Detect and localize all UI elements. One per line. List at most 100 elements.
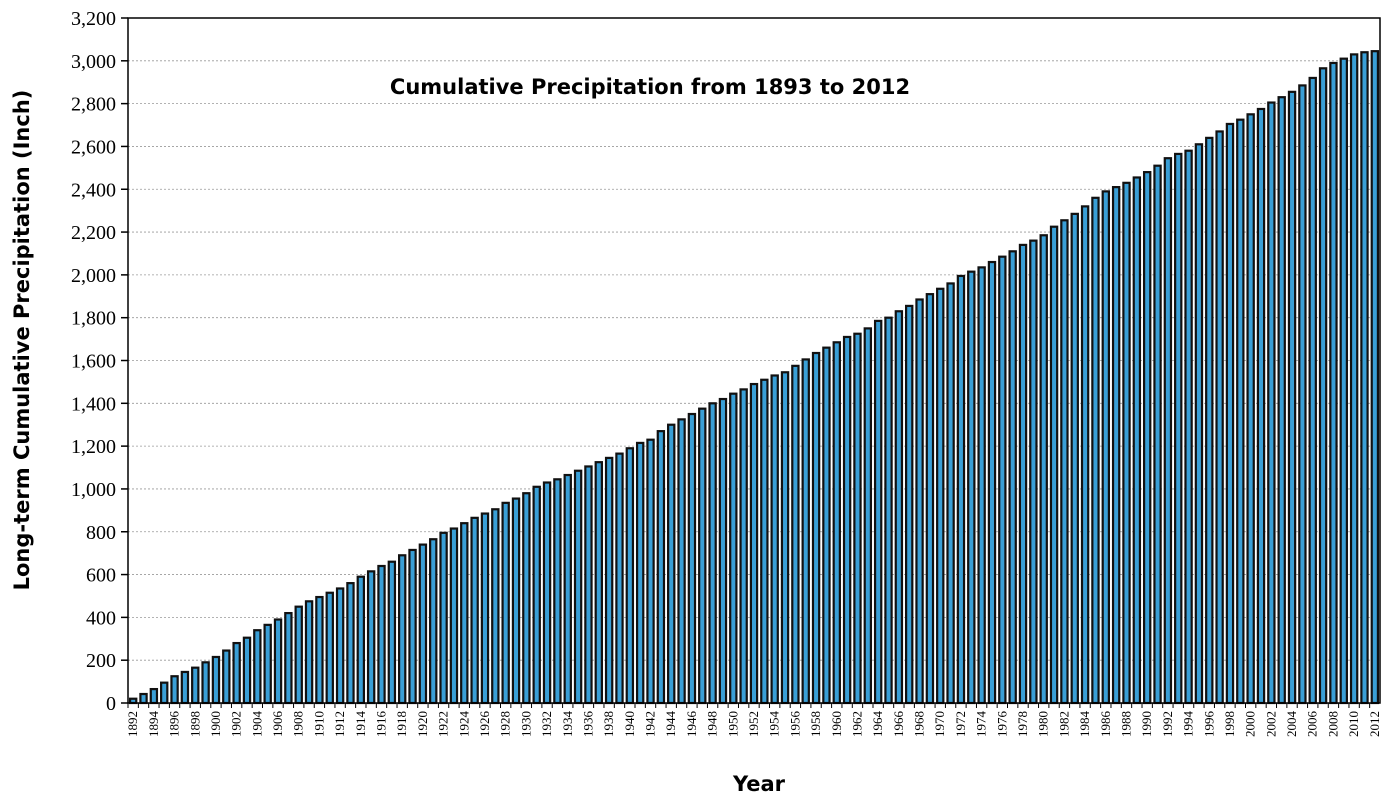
y-tick-label: 2,200 xyxy=(71,222,116,244)
x-tick-label: 2004 xyxy=(1284,711,1299,738)
bar xyxy=(925,293,935,705)
bar xyxy=(625,447,635,705)
bar xyxy=(729,392,738,705)
bar xyxy=(987,260,997,705)
x-tick-label: 1916 xyxy=(374,711,389,738)
x-tick-label: 1924 xyxy=(456,711,471,738)
bar xyxy=(801,358,810,705)
bar xyxy=(967,270,976,705)
x-tick-label: 1938 xyxy=(601,711,616,737)
bar xyxy=(222,649,231,705)
x-tick-label: 1982 xyxy=(1056,711,1071,737)
y-tick-label: 0 xyxy=(106,693,116,715)
x-tick-label: 1956 xyxy=(787,711,802,738)
bar xyxy=(677,418,686,705)
bar xyxy=(1060,219,1069,705)
x-tick-label: 1966 xyxy=(891,711,906,738)
bar xyxy=(1287,90,1297,705)
bar xyxy=(346,582,355,705)
bar xyxy=(1277,96,1286,705)
bar xyxy=(1039,234,1048,705)
x-tick-label: 1952 xyxy=(746,711,761,737)
bar xyxy=(180,670,190,705)
bar xyxy=(1153,164,1162,705)
bar xyxy=(1246,113,1255,705)
bar xyxy=(884,316,893,705)
x-tick-label: 2006 xyxy=(1305,711,1320,738)
bar xyxy=(842,335,852,705)
bar xyxy=(253,629,262,705)
bar xyxy=(325,591,334,705)
x-tick-label: 2012 xyxy=(1367,711,1382,737)
bar xyxy=(553,478,562,705)
y-tick-label: 1,800 xyxy=(71,308,116,330)
bar xyxy=(1142,171,1152,705)
bar xyxy=(946,282,955,705)
x-tick-label: 1942 xyxy=(643,711,658,737)
y-tick-label: 2,400 xyxy=(71,179,116,201)
x-tick-label: 1908 xyxy=(291,711,306,737)
bar xyxy=(584,465,593,705)
bar xyxy=(315,595,324,705)
bar xyxy=(1215,130,1224,705)
x-tick-label: 1948 xyxy=(705,711,720,737)
bar xyxy=(894,310,904,705)
bar xyxy=(449,527,459,705)
x-tick-label: 1984 xyxy=(1077,711,1092,738)
x-tick-label: 1940 xyxy=(622,711,637,737)
bar xyxy=(160,681,169,705)
bar xyxy=(418,543,428,705)
bar xyxy=(387,560,397,705)
x-axis-label: Year xyxy=(732,772,786,796)
bar xyxy=(1236,118,1245,705)
bar xyxy=(408,548,417,705)
y-tick-label: 3,200 xyxy=(71,8,116,30)
bar xyxy=(397,554,407,705)
bar xyxy=(1318,67,1328,705)
y-tick-label: 2,000 xyxy=(71,265,116,287)
x-tick-label: 1964 xyxy=(870,711,885,738)
bar xyxy=(1174,152,1183,705)
x-tick-label: 1994 xyxy=(1181,711,1196,738)
y-tick-label: 2,800 xyxy=(71,94,116,116)
x-tick-label: 1904 xyxy=(249,711,264,738)
x-tick-label: 1906 xyxy=(270,711,285,738)
bar xyxy=(1029,239,1038,705)
bar xyxy=(439,531,448,705)
bar xyxy=(749,382,759,705)
bar xyxy=(1163,157,1173,705)
x-tick-label: 1968 xyxy=(912,711,927,737)
bar xyxy=(149,687,159,705)
bar xyxy=(263,623,272,705)
bar xyxy=(1101,190,1111,705)
plot-frame xyxy=(127,17,1381,704)
x-tick-label: 1920 xyxy=(415,711,430,737)
bar xyxy=(822,346,831,705)
x-tick-label: 1986 xyxy=(1098,711,1113,738)
bar xyxy=(294,605,303,705)
bar xyxy=(1298,84,1307,705)
bar xyxy=(273,618,283,705)
bar xyxy=(646,438,655,705)
y-axis-label: Long-term Cumulative Precipitation (Inch… xyxy=(10,90,34,591)
bar xyxy=(615,452,624,705)
bar xyxy=(1049,225,1059,705)
x-tick-label: 2010 xyxy=(1346,711,1361,737)
bar xyxy=(915,298,924,705)
x-tick-label: 1902 xyxy=(229,711,244,737)
bar xyxy=(863,327,873,705)
bar xyxy=(1132,176,1142,705)
bar xyxy=(977,266,986,705)
x-tick-label: 1918 xyxy=(394,711,409,737)
y-tick-label: 2,600 xyxy=(71,136,116,158)
bar xyxy=(1329,61,1338,705)
bar xyxy=(170,675,179,705)
x-tick-label: 2000 xyxy=(1243,711,1258,737)
bar xyxy=(594,461,603,705)
bar xyxy=(718,397,728,705)
x-tick-label: 1896 xyxy=(167,711,182,738)
x-tick-label: 1926 xyxy=(477,711,492,738)
bar xyxy=(542,481,552,705)
bar xyxy=(873,319,883,705)
